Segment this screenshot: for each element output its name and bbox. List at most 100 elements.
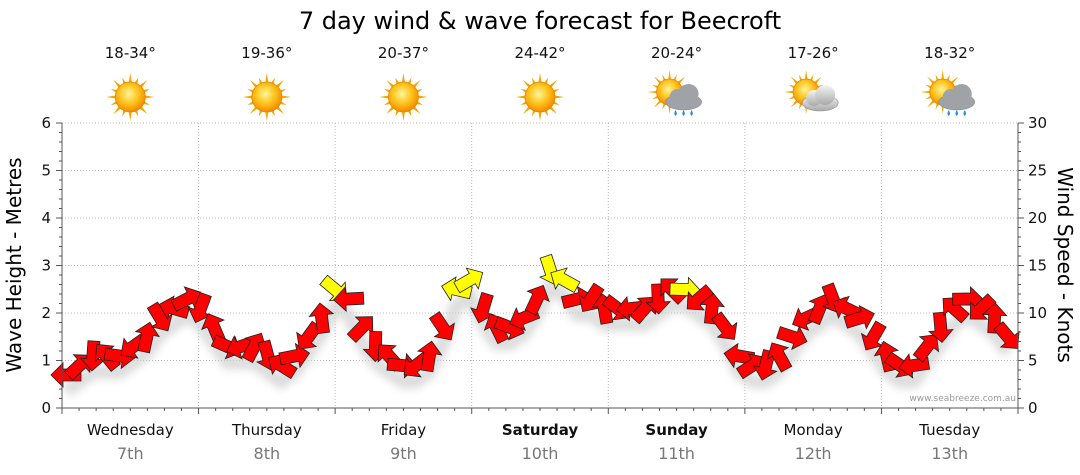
cloud-puff bbox=[815, 85, 836, 105]
y-tick-label-right: 30 bbox=[1028, 114, 1047, 132]
temperature-range: 20-37° bbox=[378, 44, 429, 62]
chart-title: 7 day wind & wave forecast for Beecroft bbox=[299, 7, 781, 35]
day-date-label: 10th bbox=[522, 444, 559, 463]
wind-arrow-shape bbox=[942, 297, 970, 324]
sun-ray bbox=[538, 110, 542, 121]
day-name-label: Tuesday bbox=[918, 421, 980, 439]
sun-ray bbox=[106, 95, 117, 99]
y-tick-label-left: 5 bbox=[41, 162, 51, 180]
cloud-puff bbox=[951, 84, 972, 104]
wind-arrow bbox=[453, 267, 484, 294]
sun-ray bbox=[401, 110, 406, 121]
day-name-label: Saturday bbox=[502, 421, 579, 439]
sun-ray bbox=[941, 70, 945, 81]
sun-ray bbox=[265, 73, 269, 84]
temperature-range: 18-34° bbox=[105, 44, 156, 62]
y-tick-label-right: 25 bbox=[1028, 162, 1047, 180]
sun-ray bbox=[804, 70, 808, 81]
wind-arrow bbox=[993, 321, 1020, 349]
cloud-shape bbox=[665, 84, 702, 111]
wind-arrow bbox=[860, 320, 887, 351]
sun-ray bbox=[784, 90, 795, 94]
day-date-label: 7th bbox=[117, 444, 144, 463]
sun-disc bbox=[251, 81, 283, 113]
sun-ray bbox=[280, 95, 291, 99]
y-tick-label-left: 6 bbox=[41, 114, 51, 132]
wind-arrow-shape bbox=[470, 291, 495, 324]
wind-arrow-shape bbox=[969, 293, 997, 320]
wind-arrow bbox=[278, 342, 311, 369]
y-tick-label-left: 0 bbox=[41, 399, 51, 417]
sun-ray bbox=[265, 110, 269, 121]
wind-arrow bbox=[134, 321, 160, 354]
wind-arrow bbox=[333, 286, 365, 313]
day-name-label: Thursday bbox=[231, 421, 302, 439]
wind-arrow bbox=[776, 325, 808, 351]
day-date-label: 13th bbox=[931, 444, 968, 463]
wind-arrow bbox=[470, 291, 495, 324]
temperature-range: 17-26° bbox=[788, 44, 839, 62]
sunny-icon bbox=[242, 73, 291, 121]
sun-showers-icon bbox=[647, 70, 702, 116]
sun-ray bbox=[668, 70, 672, 81]
day-date-label: 8th bbox=[254, 444, 281, 463]
wind-arrow bbox=[645, 283, 672, 315]
wind-arrow-shape bbox=[843, 304, 875, 330]
wind-arrow-shape bbox=[296, 320, 323, 350]
sun-showers-icon bbox=[920, 70, 976, 116]
wind-arrow bbox=[268, 353, 298, 380]
y-tick-label-right: 5 bbox=[1028, 352, 1038, 370]
temperature-range: 19-36° bbox=[241, 44, 292, 62]
temperature-range: 20-24° bbox=[651, 44, 702, 62]
y-tick-label-right: 10 bbox=[1028, 304, 1047, 322]
wind-arrow-shape bbox=[524, 284, 550, 316]
wind-arrow bbox=[187, 291, 212, 324]
sun-ray bbox=[144, 95, 155, 99]
sun-ray bbox=[647, 90, 658, 94]
sun-ray bbox=[417, 95, 428, 99]
wind-arrow bbox=[766, 342, 793, 373]
wind-arrow bbox=[346, 316, 374, 344]
day-name-label: Sunday bbox=[645, 421, 708, 439]
sun-ray bbox=[401, 73, 406, 84]
sun-ray bbox=[920, 90, 931, 94]
wind-arrow-shape bbox=[711, 311, 738, 340]
wind-arrow bbox=[416, 340, 443, 373]
sun-ray bbox=[379, 95, 390, 99]
sun-disc bbox=[388, 81, 419, 113]
wind-arrow-shape bbox=[912, 334, 940, 363]
wind-arrow bbox=[843, 304, 875, 330]
wind-arrow bbox=[296, 320, 323, 350]
wind-arrow-shape bbox=[453, 267, 484, 294]
wind-arrow bbox=[942, 297, 970, 324]
wind-arrow-shape bbox=[268, 353, 298, 380]
sun-ray bbox=[128, 73, 132, 84]
wind-arrow bbox=[912, 334, 940, 363]
wind-arrow bbox=[550, 267, 581, 294]
sun-disc bbox=[114, 81, 146, 113]
wind-arrows bbox=[50, 253, 1020, 388]
temperature-range: 24-42° bbox=[514, 44, 565, 62]
y-tick-label-left: 4 bbox=[41, 209, 51, 227]
sun-ray bbox=[128, 110, 132, 121]
wind-arrow-shape bbox=[346, 316, 374, 344]
wind-arrow-shape bbox=[776, 325, 808, 351]
rain-drop bbox=[690, 110, 693, 116]
sunny-icon bbox=[106, 73, 155, 121]
sun-ray bbox=[516, 95, 527, 99]
weather-row: 18-34° 19-36° 20-37° 24-42° 20-24° 17-26° 18-3… bbox=[105, 44, 976, 121]
partly-cloudy-icon bbox=[784, 70, 839, 114]
wind-arrow-shape bbox=[134, 321, 160, 354]
wind-arrow-shape bbox=[993, 321, 1020, 349]
y-tick-label-right: 0 bbox=[1028, 399, 1038, 417]
cloud-puff bbox=[678, 84, 699, 104]
rain-drop bbox=[955, 110, 958, 116]
sun-ray bbox=[553, 95, 564, 99]
cloud-shape bbox=[938, 84, 976, 111]
day-labels: Wednesday 7th Thursday 8th Friday 9th Saturday… bbox=[87, 421, 980, 463]
wind-arrow bbox=[686, 284, 715, 311]
y-tick-label-left: 2 bbox=[41, 304, 51, 322]
y-axis-right-label: Wind Speed - Knots bbox=[1053, 167, 1077, 363]
day-date-label: 9th bbox=[390, 444, 417, 463]
wind-arrow bbox=[928, 311, 954, 344]
